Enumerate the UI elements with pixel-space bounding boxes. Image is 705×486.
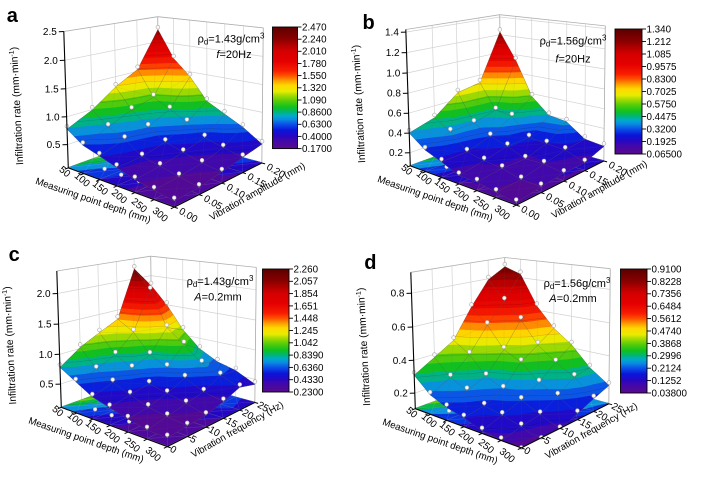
svg-text:0.8600: 0.8600 [302, 108, 333, 119]
svg-text:0.2996: 0.2996 [652, 351, 683, 362]
svg-text:2.470: 2.470 [302, 22, 327, 33]
svg-text:1.780: 1.780 [302, 59, 327, 70]
svg-text:ρd=1.56g/cm3: ρd=1.56g/cm3 [544, 276, 611, 291]
svg-text:0.8390: 0.8390 [294, 351, 325, 362]
svg-text:1.0: 1.0 [39, 350, 53, 361]
svg-text:0.4: 0.4 [393, 356, 407, 367]
svg-text:1.5: 1.5 [45, 84, 59, 95]
svg-text:1.340: 1.340 [647, 24, 672, 35]
svg-text:0.8300: 0.8300 [647, 74, 678, 85]
svg-text:0.9575: 0.9575 [647, 62, 678, 73]
svg-text:0.5612: 0.5612 [652, 314, 682, 325]
svg-text:0.9100: 0.9100 [652, 264, 683, 275]
svg-text:1.090: 1.090 [302, 95, 327, 106]
svg-text:0.03800: 0.03800 [652, 388, 688, 399]
svg-text:0.6300: 0.6300 [302, 120, 333, 131]
svg-text:d: d [364, 252, 376, 274]
svg-text:f=20Hz: f=20Hz [555, 54, 590, 66]
svg-text:0.2: 0.2 [389, 148, 403, 159]
svg-text:0.4740: 0.4740 [652, 326, 683, 337]
svg-text:1.0: 1.0 [386, 69, 400, 80]
svg-text:0.3200: 0.3200 [647, 124, 678, 135]
svg-text:2.5: 2.5 [43, 27, 57, 38]
svg-text:1.5: 1.5 [38, 320, 52, 331]
svg-text:ρd=1.43g/cm3: ρd=1.43g/cm3 [187, 274, 254, 289]
svg-text:0.6: 0.6 [388, 109, 402, 120]
svg-text:0.2: 0.2 [394, 389, 408, 400]
svg-text:2.010: 2.010 [302, 47, 327, 58]
svg-text:A=0.2mm: A=0.2mm [548, 293, 596, 305]
svg-text:0.4: 0.4 [388, 129, 402, 140]
svg-text:0.3868: 0.3868 [652, 339, 683, 350]
svg-text:1.245: 1.245 [294, 326, 319, 337]
svg-text:0.6: 0.6 [392, 323, 406, 334]
svg-text:0.4000: 0.4000 [302, 132, 333, 143]
svg-text:1.320: 1.320 [302, 83, 327, 94]
svg-text:0.4330: 0.4330 [294, 375, 325, 386]
svg-text:1.2: 1.2 [386, 48, 400, 59]
svg-text:0.1700: 0.1700 [302, 144, 333, 155]
svg-text:1.085: 1.085 [647, 49, 672, 60]
svg-text:0.1925: 0.1925 [647, 137, 678, 148]
svg-text:2.0: 2.0 [37, 289, 51, 300]
svg-text:1.854: 1.854 [294, 289, 319, 300]
svg-text:0.2124: 0.2124 [652, 364, 683, 375]
svg-text:0.5: 0.5 [47, 140, 61, 151]
svg-text:1.042: 1.042 [294, 338, 319, 349]
svg-text:2.260: 2.260 [294, 264, 319, 275]
svg-text:0.7356: 0.7356 [652, 289, 683, 300]
svg-text:0.4475: 0.4475 [647, 112, 678, 123]
svg-text:1.651: 1.651 [294, 301, 319, 312]
svg-text:0.5: 0.5 [40, 380, 54, 391]
svg-text:2.0: 2.0 [44, 56, 58, 67]
svg-text:0.5750: 0.5750 [647, 99, 678, 110]
svg-text:A=0.2mm: A=0.2mm [193, 292, 241, 304]
svg-text:0.1252: 0.1252 [652, 376, 682, 387]
svg-text:0.6484: 0.6484 [652, 302, 683, 313]
svg-text:c: c [9, 244, 20, 266]
svg-text:2.240: 2.240 [302, 35, 327, 46]
svg-text:2.057: 2.057 [294, 277, 319, 288]
svg-text:ρd=1.56g/cm3: ρd=1.56g/cm3 [540, 34, 607, 49]
svg-text:0.06500: 0.06500 [647, 149, 683, 160]
svg-text:1.0: 1.0 [46, 112, 60, 123]
svg-text:0.7025: 0.7025 [647, 87, 678, 98]
svg-text:0.2300: 0.2300 [294, 387, 325, 398]
svg-text:1.4: 1.4 [385, 28, 399, 39]
svg-text:ρd=1.43g/cm3: ρd=1.43g/cm3 [198, 32, 265, 47]
svg-text:1.212: 1.212 [647, 37, 672, 48]
svg-text:0.8: 0.8 [391, 289, 405, 300]
svg-text:0.8: 0.8 [387, 89, 401, 100]
svg-text:0.6360: 0.6360 [294, 363, 325, 374]
svg-text:1.448: 1.448 [294, 314, 319, 325]
svg-text:b: b [362, 12, 374, 34]
svg-text:f=20Hz: f=20Hz [216, 49, 251, 61]
svg-text:a: a [7, 5, 19, 27]
svg-text:1.550: 1.550 [302, 71, 327, 82]
svg-text:0.8228: 0.8228 [652, 277, 683, 288]
